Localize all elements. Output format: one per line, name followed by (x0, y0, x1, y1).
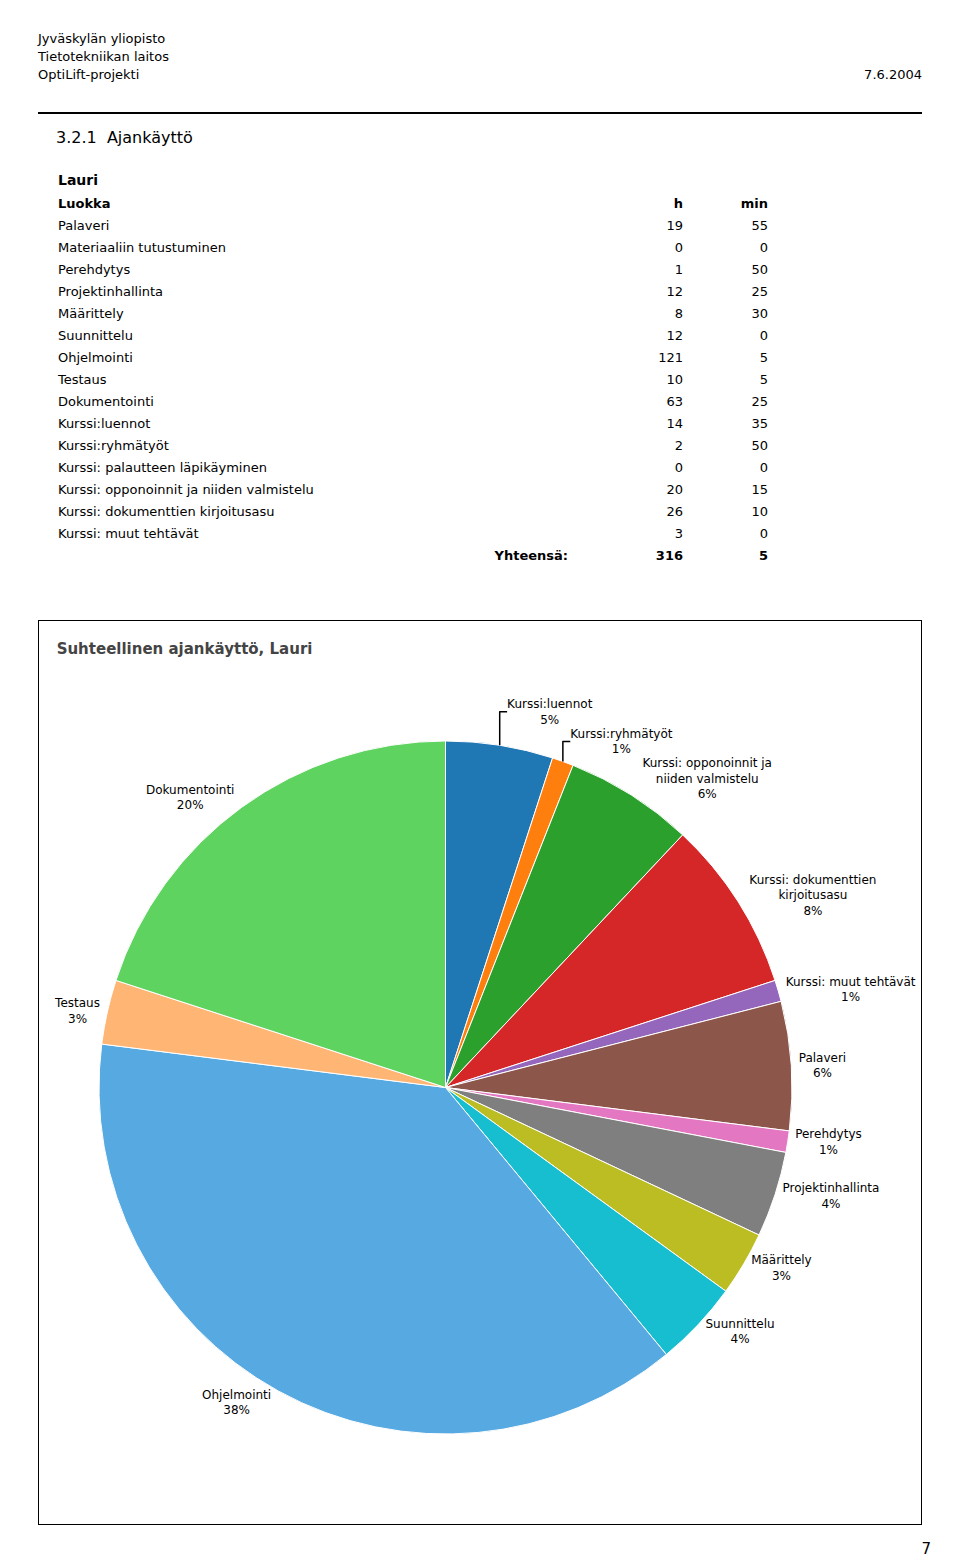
html-text:Määrittely: Määrittely (58, 306, 124, 321)
html-text:12: 12 (666, 328, 683, 343)
html-text:19: 19 (666, 218, 683, 233)
html-text:5: 5 (759, 548, 768, 563)
html-text:Materiaaliin tutustuminen: Materiaaliin tutustuminen (58, 240, 226, 255)
html-text:Lauri: Lauri (58, 172, 98, 188)
svg-text:Määrittely3%: Määrittely3% (751, 1253, 812, 1283)
html-text:Tietotekniikan laitos: Tietotekniikan laitos (38, 49, 169, 64)
html-text:316: 316 (655, 548, 683, 563)
svg-text:Kurssi:ryhmätyöt1%: Kurssi:ryhmätyöt1% (570, 727, 673, 757)
html-text:Ohjelmointi: Ohjelmointi (58, 350, 133, 365)
html-text:Luokka: Luokka (58, 196, 111, 211)
html-text:Suunnittelu: Suunnittelu (58, 328, 133, 343)
html-text:25: 25 (751, 284, 768, 299)
svg-text:Kurssi: opponoinnit janiiden v: Kurssi: opponoinnit janiiden valmistelu6… (642, 756, 771, 801)
svg-text:Suunnittelu4%: Suunnittelu4% (705, 1317, 774, 1347)
html-text:Yhteensä:: Yhteensä: (494, 548, 568, 563)
html-text:3.2.1 Ajankäyttö: 3.2.1 Ajankäyttö (56, 128, 193, 147)
svg-text:Palaveri6%: Palaveri6% (799, 1051, 847, 1081)
html-text:7.6.2004: 7.6.2004 (864, 67, 922, 82)
html-text:Perehdytys: Perehdytys (58, 262, 131, 277)
html-text:12: 12 (666, 284, 683, 299)
html-text:OptiLift-projekti: OptiLift-projekti (38, 67, 140, 82)
html-text:Kurssi: palautteen läpikäymine: Kurssi: palautteen läpikäyminen (58, 460, 267, 475)
html-text:121: 121 (658, 350, 683, 365)
html-text:0: 0 (759, 526, 768, 541)
html-text:26: 26 (666, 504, 683, 519)
html-text:14: 14 (666, 416, 683, 431)
html-text:10: 10 (751, 504, 768, 519)
html-text:Kurssi: muut tehtävät: Kurssi: muut tehtävät (58, 526, 199, 541)
html-text:2: 2 (674, 438, 683, 453)
html-text:30: 30 (751, 306, 768, 321)
svg-text:Perehdytys1%: Perehdytys1% (795, 1127, 862, 1157)
svg-text:Kurssi: muut tehtävät1%: Kurssi: muut tehtävät1% (786, 975, 916, 1005)
svg-text:Suhteellinen ajankäyttö, Lauri: Suhteellinen ajankäyttö, Lauri (57, 640, 313, 658)
html-text:25: 25 (751, 394, 768, 409)
html-text:5: 5 (759, 372, 768, 387)
svg-text:Ohjelmointi38%: Ohjelmointi38% (202, 1388, 271, 1418)
html-text:7: 7 (921, 1540, 931, 1558)
html-text:Testaus: Testaus (58, 372, 107, 387)
html-text:0: 0 (674, 240, 683, 255)
html-text:50: 50 (751, 438, 768, 453)
svg-text:Projektinhallinta4%: Projektinhallinta4% (782, 1181, 879, 1211)
html-text:h: h (673, 196, 683, 211)
html-text:55: 55 (751, 218, 768, 233)
html-text:0: 0 (759, 460, 768, 475)
html-text:Kurssi: opponoinnit ja niiden: Kurssi: opponoinnit ja niiden valmistelu (58, 482, 314, 497)
svg-text:Dokumentointi20%: Dokumentointi20% (146, 783, 234, 813)
html-text:0: 0 (674, 460, 683, 475)
html-text:1: 1 (674, 262, 683, 277)
svg-text:Testaus3%: Testaus3% (54, 996, 100, 1026)
html-text:Kurssi:ryhmätyöt: Kurssi:ryhmätyöt (58, 438, 169, 453)
html-text:0: 0 (759, 328, 768, 343)
html-text:Jyväskylän yliopisto: Jyväskylän yliopisto (38, 31, 166, 46)
html-text:63: 63 (666, 394, 683, 409)
html-text:10: 10 (666, 372, 683, 387)
html-text:0: 0 (759, 240, 768, 255)
html-text:15: 15 (751, 482, 768, 497)
html-text:min: min (740, 196, 768, 211)
svg-text:Kurssi:luennot5%: Kurssi:luennot5% (507, 697, 593, 727)
html-text:Kurssi: dokumenttien kirjoitus: Kurssi: dokumenttien kirjoitusasu (58, 504, 275, 519)
html-text:5: 5 (759, 350, 768, 365)
svg-text:Kurssi: dokumenttienkirjoitusa: Kurssi: dokumenttienkirjoitusasu8% (749, 873, 876, 918)
html-text:20: 20 (666, 482, 683, 497)
html-text:Projektinhallinta: Projektinhallinta (58, 284, 164, 299)
html-text:50: 50 (751, 262, 768, 277)
html-text:8: 8 (674, 306, 683, 321)
html-text:Kurssi:luennot: Kurssi:luennot (58, 416, 151, 431)
html-text:3: 3 (674, 526, 683, 541)
html-text:Palaveri: Palaveri (58, 218, 110, 233)
html-text:35: 35 (751, 416, 768, 431)
html-text:Dokumentointi: Dokumentointi (58, 394, 154, 409)
